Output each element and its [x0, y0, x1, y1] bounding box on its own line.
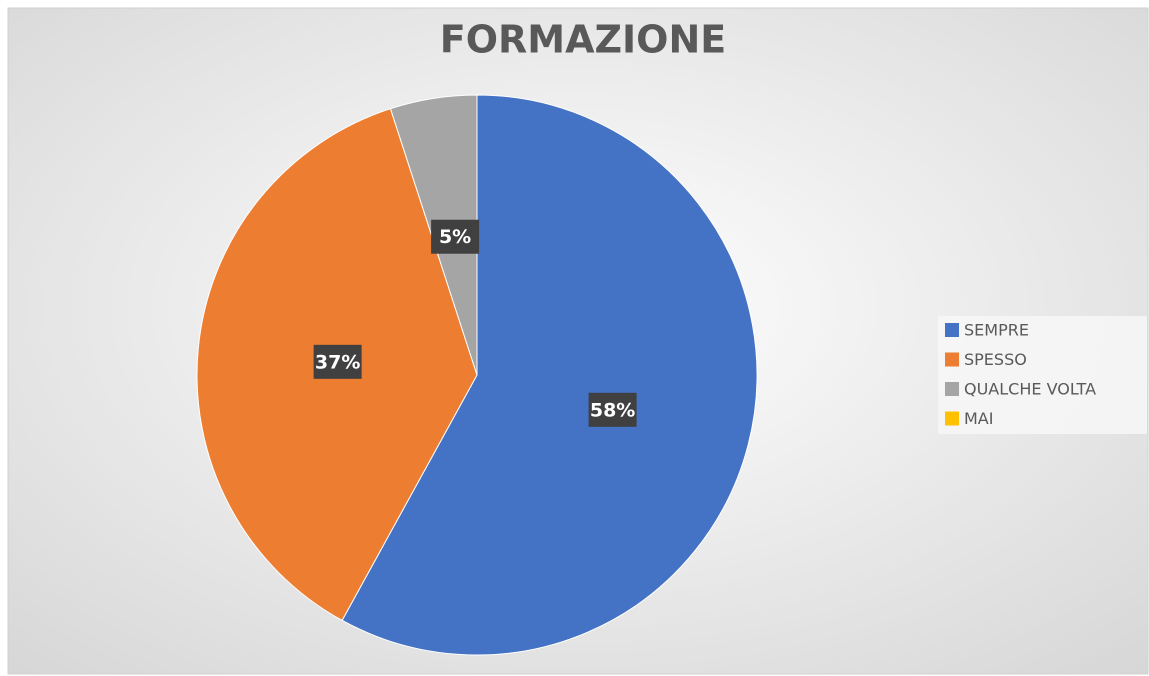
- chart-title: FORMAZIONE: [440, 18, 727, 62]
- legend-swatch: [945, 352, 959, 367]
- data-label: 58%: [590, 399, 635, 421]
- data-label: 37%: [315, 351, 360, 373]
- legend-swatch: [945, 323, 959, 337]
- legend-swatch: [945, 382, 959, 396]
- legend-label: SEMPRE: [964, 321, 1029, 340]
- pie-slice: [341, 94, 758, 656]
- legend-label: MAI: [964, 409, 993, 428]
- legend-box: [938, 316, 1147, 434]
- data-label-box: [431, 219, 480, 254]
- data-label-box: [588, 392, 637, 427]
- legend-swatch: [945, 411, 959, 426]
- legend-label: QUALCHE VOLTA: [964, 380, 1096, 399]
- data-label-box: [313, 344, 362, 379]
- legend-label: SPESSO: [964, 350, 1027, 369]
- data-label: 5%: [439, 226, 471, 248]
